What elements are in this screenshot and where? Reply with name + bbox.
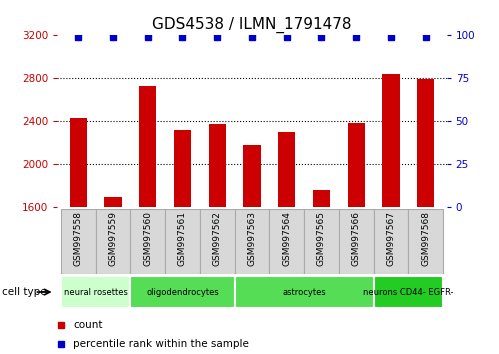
Text: cell type: cell type: [2, 287, 47, 297]
Bar: [200, 209, 235, 274]
Bar: [139, 86, 156, 207]
Bar: [174, 130, 191, 207]
Text: oligodendrocytes: oligodendrocytes: [146, 287, 219, 297]
Bar: [69, 118, 87, 207]
Text: GSM997568: GSM997568: [421, 211, 430, 266]
Bar: [209, 125, 226, 207]
Text: GSM997567: GSM997567: [387, 211, 396, 266]
Bar: [278, 132, 295, 207]
Bar: [304, 209, 339, 274]
Bar: [417, 79, 435, 207]
Bar: [374, 209, 408, 274]
Text: percentile rank within the sample: percentile rank within the sample: [73, 339, 249, 349]
Bar: [244, 145, 260, 207]
Text: GSM997562: GSM997562: [213, 211, 222, 266]
Bar: [348, 124, 365, 207]
Text: GSM997563: GSM997563: [248, 211, 256, 266]
Text: GSM997558: GSM997558: [74, 211, 83, 266]
Bar: [235, 276, 374, 308]
Bar: [104, 198, 122, 207]
Bar: [269, 209, 304, 274]
Bar: [130, 276, 235, 308]
Bar: [382, 74, 400, 207]
Bar: [165, 209, 200, 274]
Bar: [339, 209, 374, 274]
Bar: [130, 209, 165, 274]
Text: astrocytes: astrocytes: [282, 287, 326, 297]
Bar: [408, 209, 443, 274]
Title: GDS4538 / ILMN_1791478: GDS4538 / ILMN_1791478: [152, 16, 352, 33]
Bar: [96, 209, 130, 274]
Text: GSM997560: GSM997560: [143, 211, 152, 266]
Text: GSM997561: GSM997561: [178, 211, 187, 266]
Bar: [61, 276, 130, 308]
Text: GSM997565: GSM997565: [317, 211, 326, 266]
Text: neurons CD44- EGFR-: neurons CD44- EGFR-: [363, 287, 454, 297]
Text: GSM997566: GSM997566: [352, 211, 361, 266]
Text: neural rosettes: neural rosettes: [64, 287, 128, 297]
Text: count: count: [73, 320, 102, 330]
Bar: [61, 209, 96, 274]
Bar: [374, 276, 443, 308]
Text: GSM997564: GSM997564: [282, 211, 291, 266]
Bar: [313, 190, 330, 207]
Text: GSM997559: GSM997559: [108, 211, 117, 266]
Bar: [235, 209, 269, 274]
